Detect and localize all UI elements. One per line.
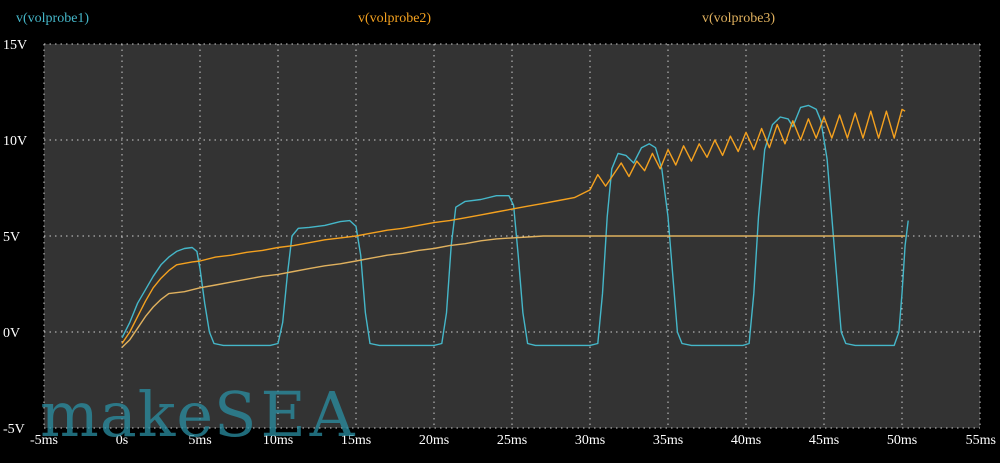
y-tick-label: -5V	[3, 422, 25, 437]
legend-probe1: v(volprobe1)	[16, 11, 90, 26]
x-tick-label: 55ms	[966, 433, 996, 448]
x-tick-label: 15ms	[341, 433, 371, 448]
series-line-probe3	[121, 235, 906, 348]
x-tick-label: 35ms	[653, 433, 683, 448]
y-tick-label: 10V	[3, 134, 27, 149]
x-tick-label: -5ms	[30, 433, 58, 448]
x-axis-ticks: -5ms 0s 5ms 10ms 15ms 20ms 25ms 30ms 35ms 40ms 45m…	[30, 433, 996, 448]
x-tick-label: 5ms	[188, 433, 211, 448]
x-tick-label: 10ms	[263, 433, 293, 448]
legend-probe2: v(volprobe2)	[358, 11, 432, 26]
x-tick-label: 45ms	[809, 433, 839, 448]
series-line-probe1	[121, 104, 909, 347]
x-tick-label: 40ms	[731, 433, 761, 448]
x-tick-label: 0s	[116, 433, 128, 448]
legend-probe3: v(volprobe3)	[702, 11, 776, 26]
watermark-upper: SEA	[214, 378, 359, 451]
grid-lines	[43, 43, 981, 429]
y-tick-label: 5V	[3, 230, 20, 245]
y-tick-label: 0V	[3, 326, 20, 341]
y-axis-ticks: -5V 0V 5V 10V 15V	[3, 38, 27, 437]
series-layer	[121, 104, 909, 348]
x-tick-label: 30ms	[575, 433, 605, 448]
x-tick-label: 20ms	[419, 433, 449, 448]
x-tick-label: 25ms	[497, 433, 527, 448]
makesea-watermark: makeSEA	[40, 378, 359, 451]
series-line-probe2	[121, 108, 906, 344]
watermark-lower: make	[40, 378, 215, 451]
y-tick-label: 15V	[3, 38, 27, 53]
x-tick-label: 50ms	[887, 433, 917, 448]
